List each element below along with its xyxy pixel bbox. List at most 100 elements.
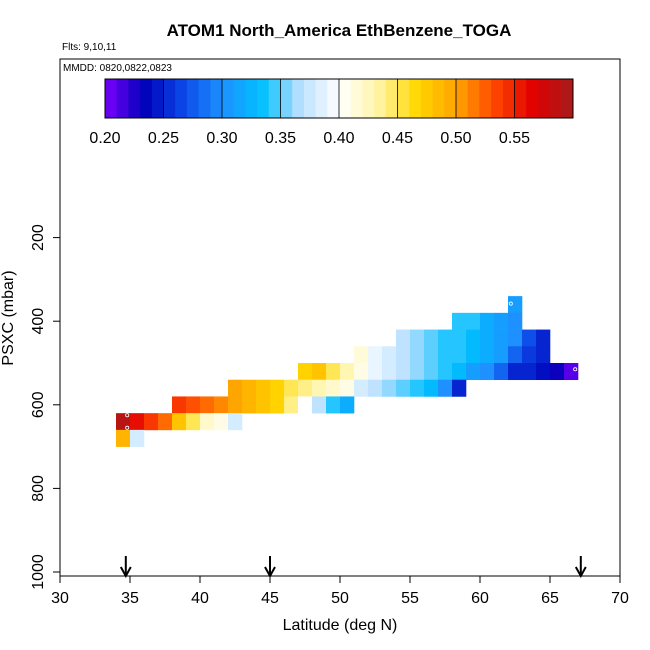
heatmap-cell [466,312,481,330]
heatmap-cell [452,346,467,364]
x-tick-label: 35 [121,590,139,607]
x-tick-label: 30 [51,590,69,607]
colorbar-swatch [561,79,574,118]
heatmap-cell [466,329,481,347]
colorbar-tick-label: 0.35 [265,130,296,147]
heatmap-cell [410,363,425,381]
x-axis-label: Latitude (deg N) [283,617,398,634]
heatmap-cell [172,396,187,414]
y-tick-label: 400 [30,308,47,335]
heatmap-cell [466,346,481,364]
colorbar-swatch [374,79,387,118]
colorbar: 0.20 0.25 0.30 0.35 0.40 0.45 0.50 0.55 [89,78,574,147]
heatmap-cell [494,346,509,364]
colorbar-swatch [502,79,515,118]
colorbar-swatch [327,79,340,118]
heatmap-cell [256,379,271,397]
heatmap-cell [368,379,383,397]
colorbar-swatch [526,79,539,118]
y-axis: 200 400 600 800 1000 [30,224,61,590]
colorbar-swatch [222,79,235,118]
colorbar-tick-label: 0.25 [148,130,179,147]
colorbar-swatch [163,79,176,118]
sample-markers [125,301,578,430]
colorbar-swatch [280,79,293,118]
heatmap-cell [298,379,313,397]
colorbar-swatch [151,79,164,118]
colorbar-swatch [198,79,211,118]
heatmap-cell [410,379,425,397]
heatmap-cell [354,363,369,381]
heatmap-cell [522,346,537,364]
heatmap-cell [116,413,131,431]
down-arrow-icon [119,556,132,579]
heatmap-cell [480,329,495,347]
heatmap-cell [536,363,551,381]
heatmap-cell [284,379,299,397]
heatmap-cell [284,396,299,414]
colorbar-swatch [186,79,199,118]
heatmap-cell [508,363,523,381]
heatmap-cell [382,363,397,381]
heatmap-cell [368,346,383,364]
colorbar-swatch [467,79,480,118]
colorbar-tick-label: 0.20 [89,130,120,147]
heatmap-cell [508,296,523,314]
colorbar-swatch [491,79,504,118]
colorbar-swatch [116,79,129,118]
heatmap-cell [242,396,257,414]
heatmap-cell [340,363,355,381]
colorbar-swatch [549,79,562,118]
down-arrow-icon [574,556,587,579]
heatmap-cell [298,363,313,381]
heatmap-cell [424,379,439,397]
heatmap-cell [200,413,215,431]
flight-arrows [119,556,587,579]
chart-title: ATOM1 North_America EthBenzene_TOGA [167,21,512,40]
colorbar-swatch [409,79,422,118]
sample-marker [573,367,578,372]
colorbar-swatch [128,79,141,118]
heatmap-cell [228,396,243,414]
heatmap-cell [326,379,341,397]
y-tick-label: 1000 [30,554,47,590]
x-axis: 30 35 40 45 50 55 60 65 70 [51,575,629,607]
colorbar-swatch [432,79,445,118]
heatmap-cell [158,413,173,431]
heatmap-cell [480,312,495,330]
heatmap-cell [130,429,145,447]
colorbar-swatch [175,79,188,118]
heatmap-cell [480,363,495,381]
heatmap-cell [312,396,327,414]
heatmap-cell [550,363,565,381]
heatmap-cell [536,346,551,364]
heatmap-cell [410,329,425,347]
heatmap-cell [368,363,383,381]
x-tick-label: 60 [471,590,489,607]
colorbar-tick-label: 0.50 [440,130,471,147]
colorbar-swatch [245,79,258,118]
heatmap-cell [396,329,411,347]
sample-marker [125,425,130,430]
heatmap-cell [508,312,523,330]
heatmap-cell [410,346,425,364]
heatmap-cell [354,379,369,397]
heatmap-cell [438,329,453,347]
colorbar-swatch [233,79,246,118]
dates-label: MMDD: 0820,0822,0823 [63,63,172,74]
heatmap-cell [522,329,537,347]
colorbar-swatch [257,79,270,118]
heatmap-cell [466,363,481,381]
heatmap-cell [242,379,257,397]
down-arrow-icon [264,556,276,579]
colorbar-tick-label: 0.55 [499,130,530,147]
heatmap-cell [354,346,369,364]
heatmap-cell [340,379,355,397]
colorbar-swatch [303,79,316,118]
colorbar-swatch [268,79,281,118]
heatmap-cell [494,363,509,381]
heatmap-cell [438,346,453,364]
heatmap-cell [424,363,439,381]
colorbar-swatch [315,79,328,118]
heatmap-cell [438,363,453,381]
